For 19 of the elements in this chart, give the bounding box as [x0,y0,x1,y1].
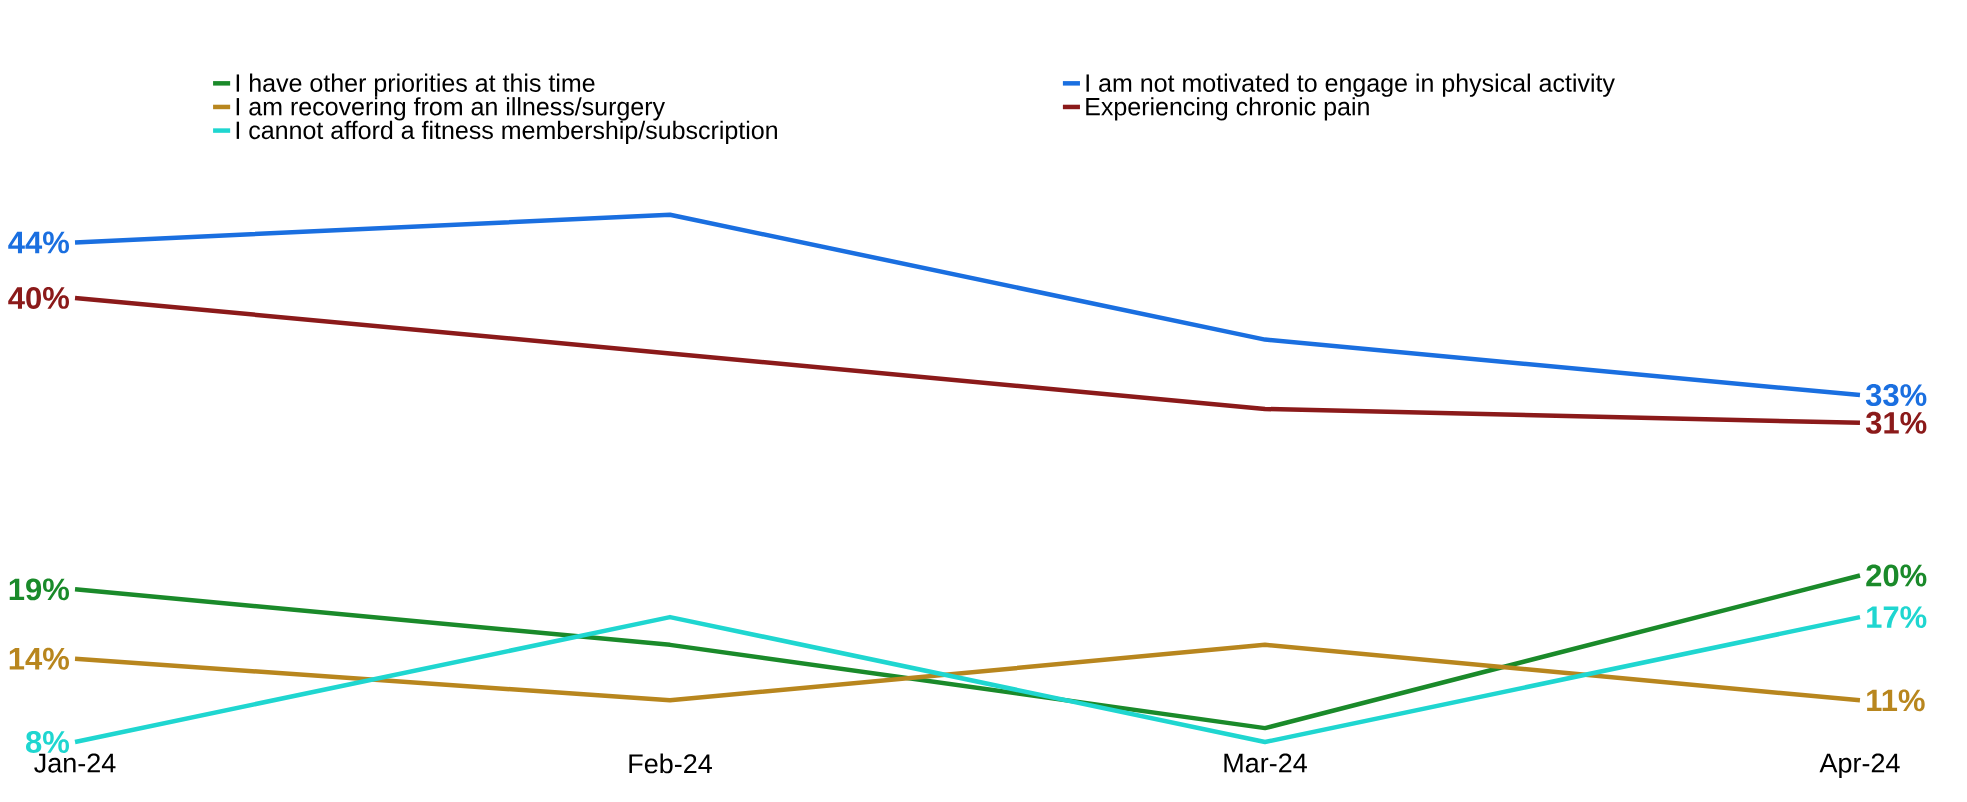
data-label: 19% [9,578,69,601]
legend-label: I cannot afford a fitness membership/subscription [236,120,777,145]
legend-label: I am recovering from an illness/surgery [236,97,665,121]
x-tick-label: Mar-24 [1224,753,1307,773]
legend-label: I am not motivated to engage in physical activity [1086,73,1615,97]
data-label: 8% [26,731,69,753]
data-label: 44% [8,231,69,254]
data-label: 17% [1867,606,1927,628]
data-label: 11% [1867,689,1925,712]
legend-label: I have other priorities at this time [236,73,595,97]
data-label: 31% [1865,411,1927,434]
x-tick-label: Feb-24 [629,753,712,774]
data-label: 14% [9,647,69,670]
x-tick-label: Apr-24 [1819,753,1900,778]
x-tick-label: Jan-24 [34,753,116,773]
data-label: 33% [1865,384,1927,407]
legend-label: Experiencing chronic pain [1086,97,1369,121]
data-label: 40% [8,286,69,309]
data-label: 20% [1866,564,1927,587]
